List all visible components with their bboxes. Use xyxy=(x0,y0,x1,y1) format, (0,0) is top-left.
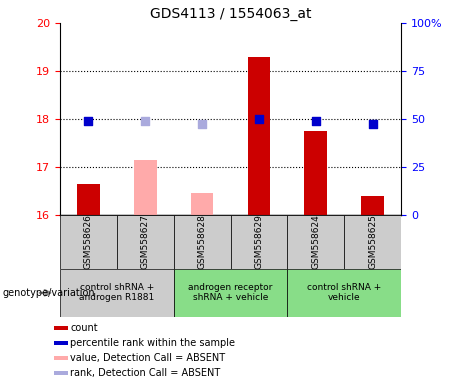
Text: GSM558628: GSM558628 xyxy=(198,215,207,269)
Point xyxy=(369,121,376,127)
Bar xyxy=(287,269,401,317)
Bar xyxy=(191,194,213,215)
Bar xyxy=(60,269,174,317)
Bar xyxy=(174,269,287,317)
Text: genotype/variation: genotype/variation xyxy=(2,288,95,298)
Point xyxy=(142,118,149,124)
Text: GSM558626: GSM558626 xyxy=(84,215,93,269)
Bar xyxy=(134,160,157,215)
Title: GDS4113 / 1554063_at: GDS4113 / 1554063_at xyxy=(150,7,311,21)
Bar xyxy=(361,196,384,215)
Bar xyxy=(54,371,68,374)
Text: control shRNA +
androgen R1881: control shRNA + androgen R1881 xyxy=(79,283,154,303)
Text: androgen receptor
shRNA + vehicle: androgen receptor shRNA + vehicle xyxy=(188,283,273,303)
Text: GSM558624: GSM558624 xyxy=(311,215,320,269)
Text: rank, Detection Call = ABSENT: rank, Detection Call = ABSENT xyxy=(70,368,220,378)
Text: value, Detection Call = ABSENT: value, Detection Call = ABSENT xyxy=(70,353,225,363)
Text: percentile rank within the sample: percentile rank within the sample xyxy=(70,338,235,348)
Bar xyxy=(54,341,68,345)
Point xyxy=(312,118,319,124)
Text: GSM558627: GSM558627 xyxy=(141,215,150,269)
Point xyxy=(198,121,206,127)
Text: count: count xyxy=(70,323,98,333)
Point xyxy=(255,116,263,122)
Bar xyxy=(54,356,68,360)
Bar xyxy=(230,215,287,269)
Bar xyxy=(54,326,68,330)
Text: control shRNA +
vehicle: control shRNA + vehicle xyxy=(307,283,381,303)
Text: GSM558625: GSM558625 xyxy=(368,215,377,269)
Text: GSM558629: GSM558629 xyxy=(254,215,263,269)
Bar xyxy=(60,215,117,269)
Bar xyxy=(344,215,401,269)
Point xyxy=(85,118,92,124)
Bar xyxy=(77,184,100,215)
Bar xyxy=(304,131,327,215)
Bar xyxy=(174,215,230,269)
Bar xyxy=(117,215,174,269)
Bar xyxy=(248,56,270,215)
Bar xyxy=(287,215,344,269)
